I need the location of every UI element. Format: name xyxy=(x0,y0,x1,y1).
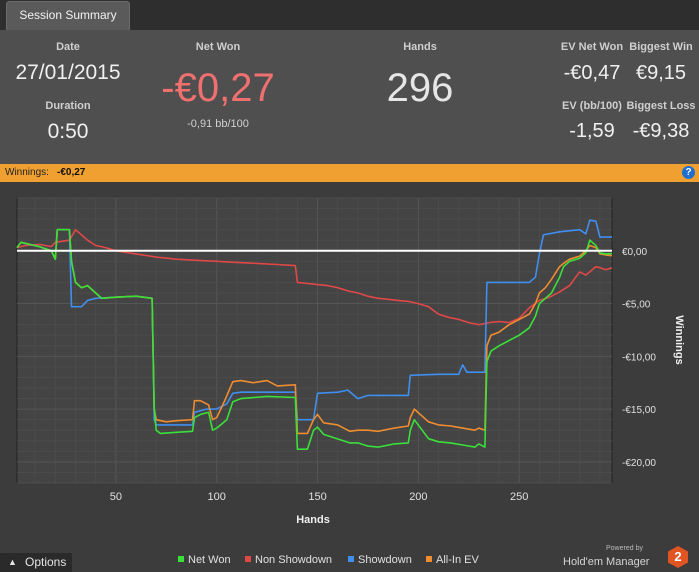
net-won-value: -€0,27 xyxy=(161,66,275,110)
biggest-win-value: €9,15 xyxy=(635,62,687,84)
legend-item-allin-ev: All-In EV xyxy=(426,554,479,566)
x-tick-label: 100 xyxy=(207,491,225,503)
hm2-logo-icon: 2 xyxy=(668,546,688,568)
series-line-showdown xyxy=(16,219,612,426)
plot-background xyxy=(16,197,613,484)
y-tick-label: €0,00 xyxy=(622,247,647,258)
ev-bb-value: -1,59 xyxy=(569,120,615,142)
legend-swatch xyxy=(426,556,432,562)
y-tick-label: -€5,00 xyxy=(622,300,651,311)
session-summary-panel: Date 27/01/2015 Duration 0:50 Net Won -€… xyxy=(0,30,699,164)
ev-bb-label: EV (bb/100) xyxy=(562,100,622,112)
winnings-bar: Winnings: -€0,27 ? xyxy=(0,164,699,182)
legend-item-non-showdown: Non Showdown xyxy=(245,554,332,566)
x-tick-label: 150 xyxy=(308,491,326,503)
powered-by-text: Powered by xyxy=(606,545,643,552)
date-value: 27/01/2015 xyxy=(15,61,121,84)
hands-value: 296 xyxy=(386,66,454,110)
legend-label: Net Won xyxy=(188,554,231,566)
date-label: Date xyxy=(56,41,80,53)
options-button[interactable]: ▲ Options xyxy=(0,553,72,572)
duration-label: Duration xyxy=(45,100,91,112)
winnings-value: -€0,27 xyxy=(57,167,86,178)
brand-name: Hold'em Manager xyxy=(563,556,650,568)
biggest-loss-label: Biggest Loss xyxy=(626,100,696,112)
x-tick-label: 200 xyxy=(409,491,427,503)
y-tick-label: -€15,00 xyxy=(622,405,656,416)
legend-label: Showdown xyxy=(358,554,412,566)
x-tick-label: 50 xyxy=(110,491,122,503)
winnings-label: Winnings: xyxy=(5,167,49,178)
legend-swatch xyxy=(348,556,354,562)
series-line-net-won xyxy=(16,228,613,451)
legend-item-net-won: Net Won xyxy=(178,554,231,566)
options-label: Options xyxy=(25,555,67,569)
x-axis-label: Hands xyxy=(296,514,330,526)
hands-label: Hands xyxy=(403,41,437,53)
net-won-label: Net Won xyxy=(195,41,241,53)
biggest-loss-value: -€9,38 xyxy=(632,120,690,142)
chevron-up-icon: ▲ xyxy=(8,557,17,567)
legend-swatch xyxy=(178,556,184,562)
winnings-chart: 50 100 150 200 250 €0,00 -€5,00 -€10,00 -€15,00… xyxy=(16,197,685,526)
ev-net-won-value: -€0,47 xyxy=(563,62,621,84)
legend-item-showdown: Showdown xyxy=(348,554,412,566)
series-line-non-showdown xyxy=(16,228,613,326)
duration-value: 0:50 xyxy=(47,120,89,143)
net-won-bb-value: -0,91 bb/100 xyxy=(187,118,249,130)
ev-net-won-label: EV Net Won xyxy=(560,41,624,53)
winnings-chart-area: 50 100 150 200 250 €0,00 -€5,00 -€10,00 -€15,00… xyxy=(0,182,699,542)
legend-label: Non Showdown xyxy=(255,554,333,566)
biggest-win-label: Biggest Win xyxy=(629,41,693,53)
tab-session-summary[interactable]: Session Summary xyxy=(6,1,130,30)
help-icon[interactable]: ? xyxy=(682,166,695,179)
y-tick-label: -€20,00 xyxy=(622,458,656,469)
tab-bar: Session Summary xyxy=(0,0,699,30)
x-tick-label: 250 xyxy=(510,491,528,503)
y-tick-label: -€10,00 xyxy=(622,352,656,363)
legend-swatch xyxy=(245,556,251,562)
legend-label: All-In EV xyxy=(436,554,479,566)
y-axis-label: Winnings xyxy=(673,315,685,364)
